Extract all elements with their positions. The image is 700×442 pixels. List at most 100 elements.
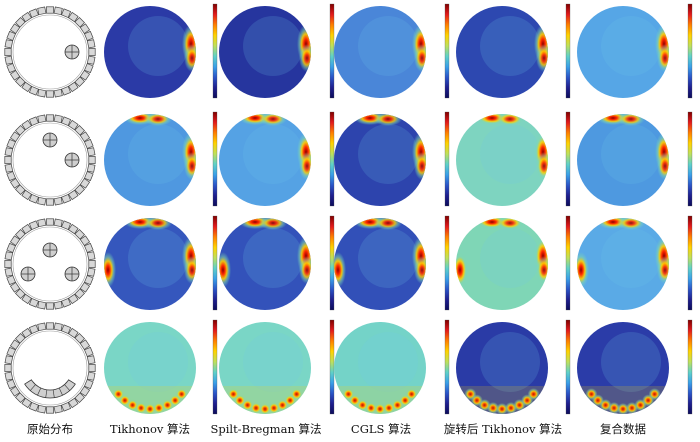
electrode [46, 406, 54, 414]
column-label: 旋转后 Tikhonov 算法 [444, 422, 562, 436]
hot-spot [617, 403, 629, 414]
colorbar [329, 319, 335, 415]
electrode [4, 55, 14, 65]
electrode [37, 218, 47, 228]
hot-spot [414, 152, 426, 180]
electrode [14, 124, 26, 136]
electrode [21, 119, 32, 131]
electrode [88, 364, 96, 372]
electrode [68, 397, 79, 409]
electrode [53, 404, 63, 414]
electrode [14, 332, 26, 344]
electrode [79, 282, 91, 293]
electrode [9, 282, 21, 293]
hot-spot [414, 44, 426, 72]
hot-spot [152, 402, 165, 414]
electrode [21, 293, 32, 305]
hot-spot [374, 403, 386, 414]
hot-spot [259, 218, 287, 230]
electrode [79, 178, 91, 189]
electrode [86, 355, 96, 365]
electrode [46, 6, 54, 14]
reconstruction-disk [219, 114, 311, 206]
electrode [9, 235, 21, 246]
domain-boundary [12, 226, 88, 302]
colorbar [565, 319, 571, 415]
electrode [68, 119, 79, 131]
hot-spot [267, 402, 280, 414]
electrode [84, 138, 94, 149]
electrode [74, 288, 86, 300]
electrode [84, 346, 94, 357]
electrode [14, 16, 26, 28]
panel-r4-c2 [104, 319, 218, 415]
electrode [4, 251, 14, 261]
column-label: Tikhonov 算法 [110, 422, 190, 436]
electrode [74, 392, 86, 404]
electrode [86, 55, 96, 65]
electrode [21, 11, 32, 23]
electrode [4, 147, 14, 157]
column-label: 原始分布 [27, 422, 73, 436]
reconstruction-disk [104, 322, 196, 414]
electrode [14, 288, 26, 300]
reconstruction-disk [104, 218, 196, 310]
electrode [68, 293, 79, 305]
colorbar [329, 3, 335, 99]
reconstruction-disk [456, 114, 548, 206]
reconstruction-disk [456, 322, 548, 414]
hot-spot [625, 402, 638, 414]
column-label: CGLS 算法 [351, 422, 411, 436]
hot-spot [504, 402, 517, 414]
electrode [6, 346, 16, 357]
panel-r2-c1 [4, 114, 96, 206]
electrode [28, 220, 39, 230]
hot-spot [219, 252, 231, 288]
hot-spot [144, 403, 156, 414]
panel-r3-c2 [104, 215, 218, 311]
hot-spot [144, 218, 172, 230]
colorbar [212, 319, 218, 415]
electrode [86, 267, 96, 277]
electrode [4, 355, 14, 365]
colorbar [565, 215, 571, 311]
reconstruction-disk [334, 218, 426, 310]
electrode [84, 275, 94, 286]
electrode [79, 131, 91, 142]
electrode [4, 267, 14, 277]
electrode [6, 275, 16, 286]
electrode [84, 30, 94, 41]
hot-spot [184, 256, 196, 284]
hot-spot [374, 218, 402, 230]
hot-spot [617, 218, 645, 230]
electrode [28, 324, 39, 334]
colorbar [687, 319, 693, 415]
reconstruction-disk [577, 322, 669, 414]
hot-spot [657, 44, 669, 72]
panel-r1-c5 [456, 3, 571, 99]
panel-r4-c3 [219, 319, 335, 415]
hot-spot [496, 403, 508, 414]
electrode [61, 402, 72, 412]
electrode [84, 242, 94, 253]
electrode [9, 131, 21, 142]
column-labels: 原始分布 Tikhonov 算法 Spilt-Bregman 算法 CGLS 算法 旋转… [27, 422, 646, 436]
electrode [6, 242, 16, 253]
electrode [88, 260, 96, 268]
colorbar [687, 111, 693, 207]
electrode [21, 327, 32, 339]
electrode [74, 76, 86, 88]
reconstruction-disk [219, 322, 311, 414]
hot-spot [144, 114, 172, 126]
inclusion-arc [24, 379, 76, 399]
electrode [74, 184, 86, 196]
hot-spot [657, 152, 669, 180]
hot-spot [657, 256, 669, 284]
electrode [46, 114, 54, 122]
electrode [4, 371, 14, 381]
hot-spot [299, 44, 311, 72]
panel-r1-c4 [334, 3, 450, 99]
hot-spot [496, 114, 524, 126]
reconstruction-disk [577, 6, 669, 98]
